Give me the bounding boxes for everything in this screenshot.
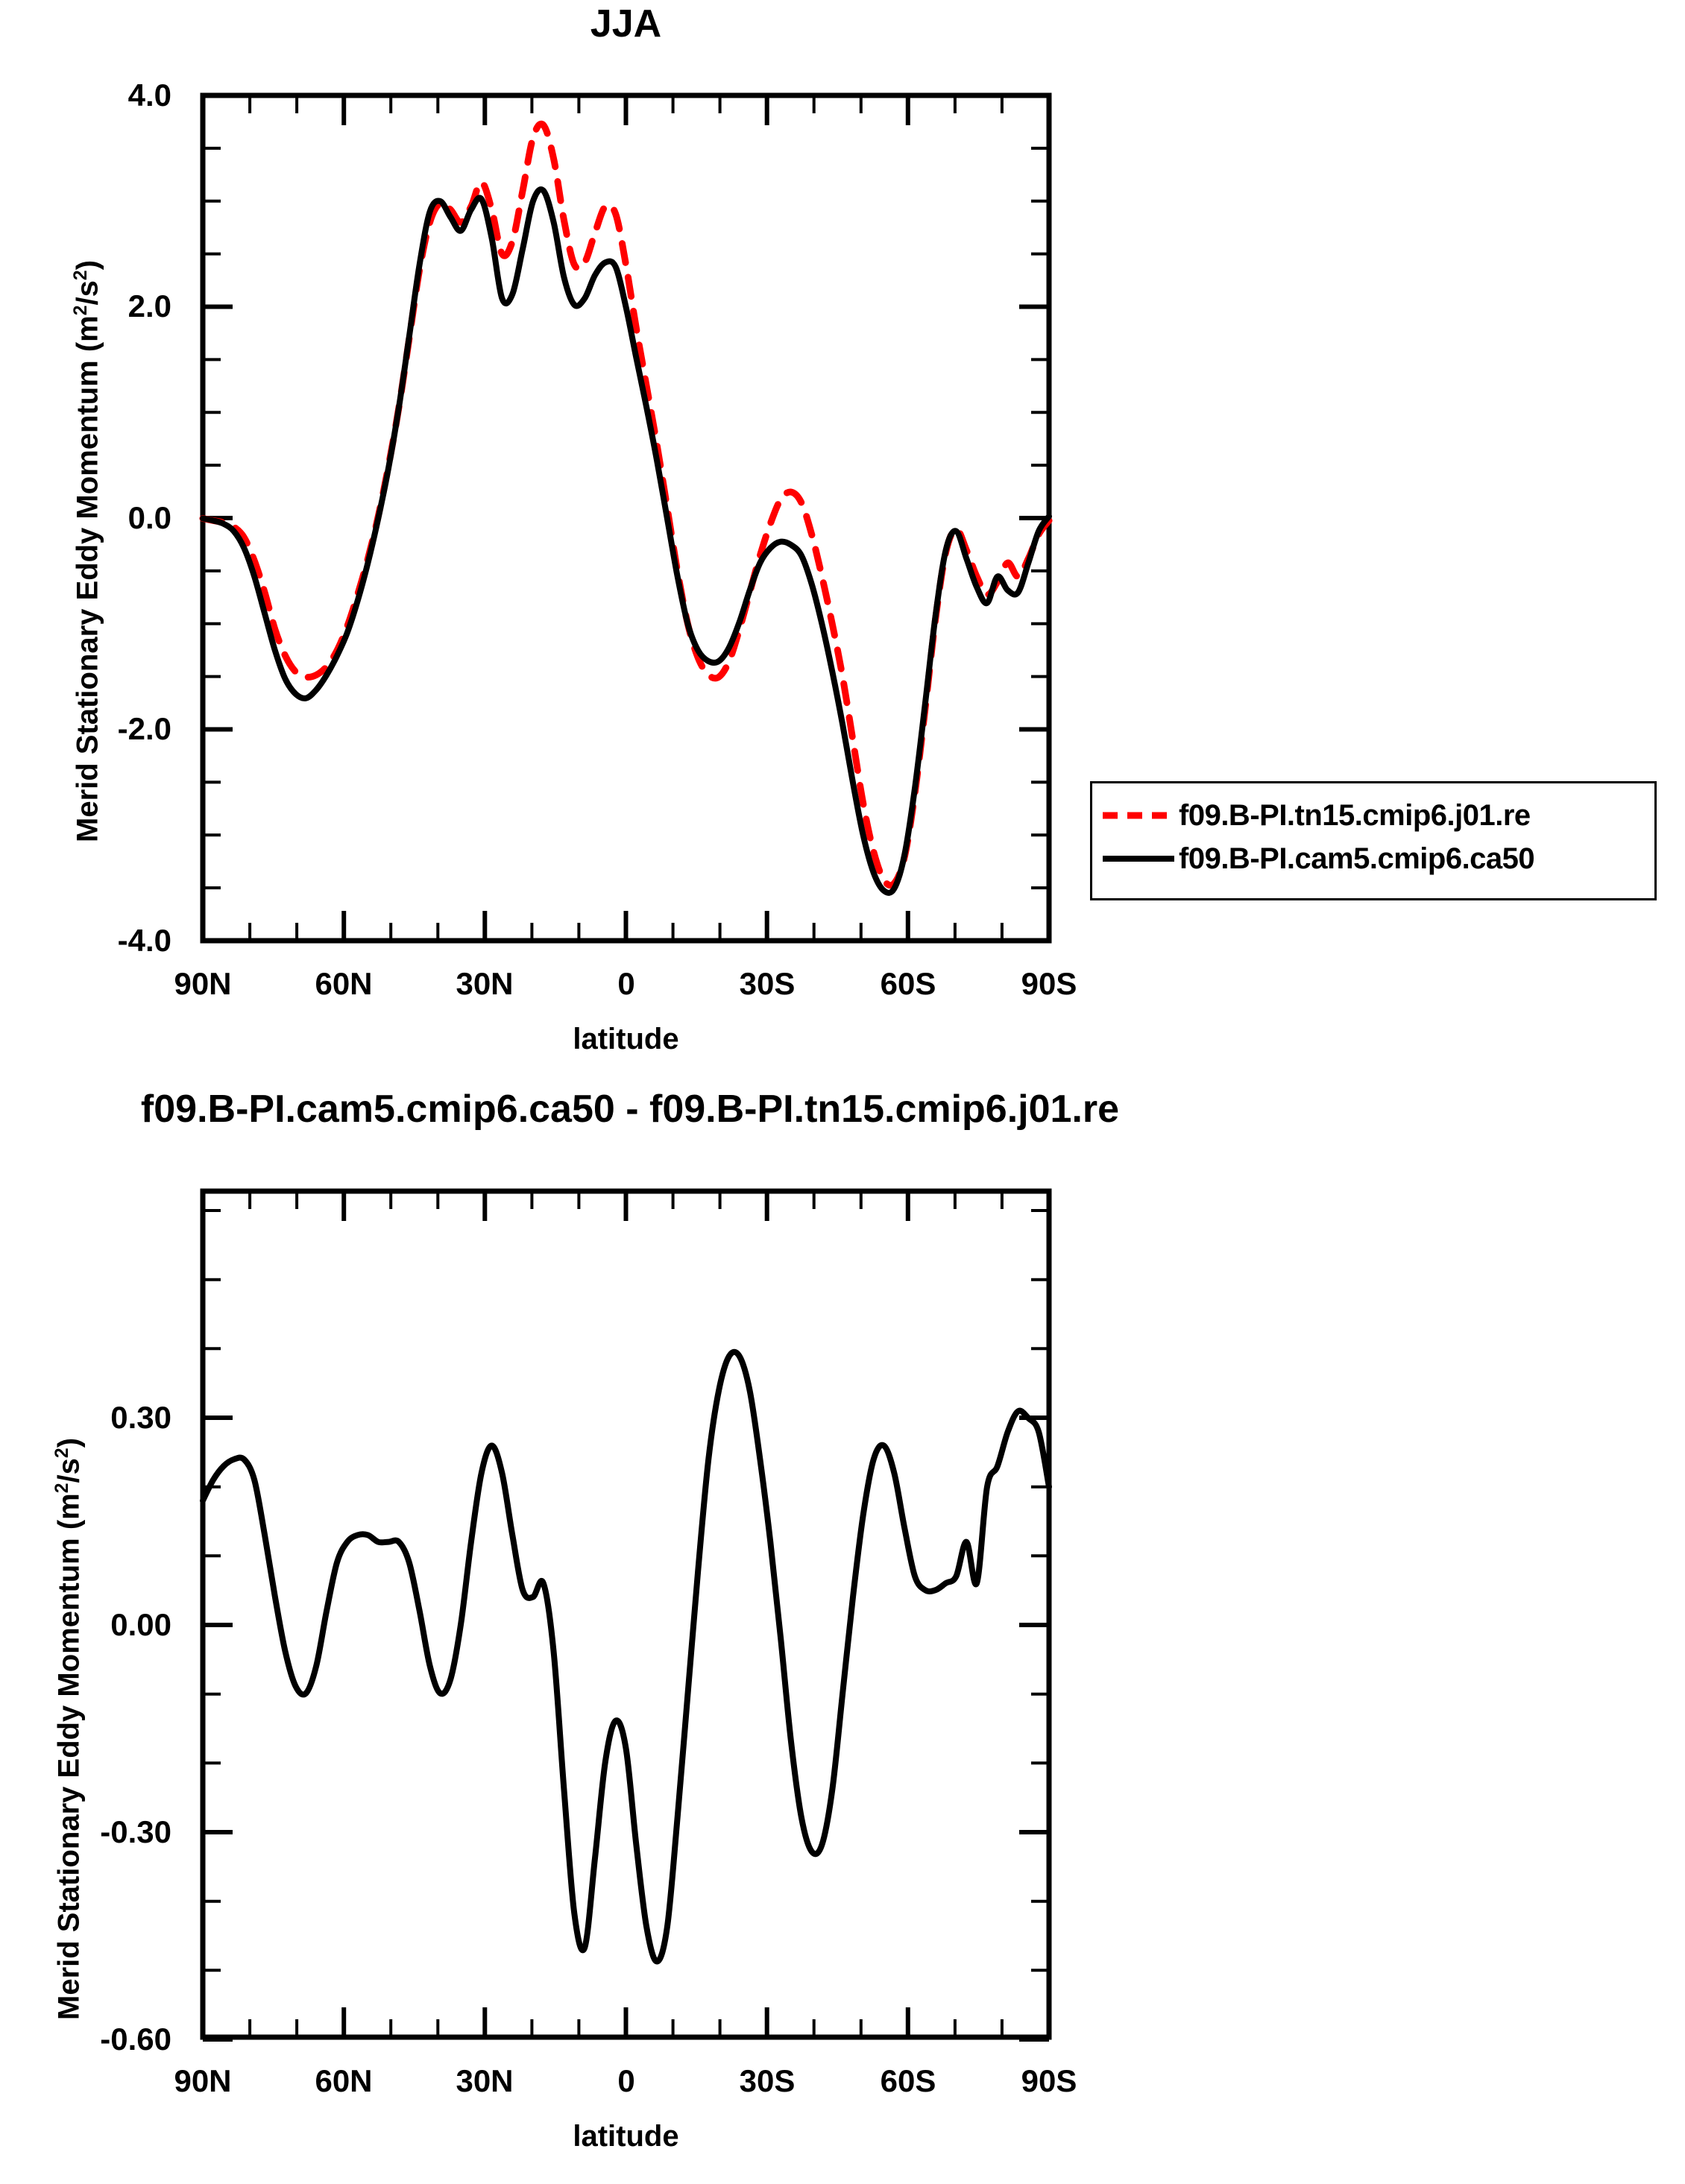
- series-line-model: [200, 186, 1052, 896]
- top-y-axis-title-sup2: 2: [71, 270, 91, 281]
- bottom-xtick-label-6: 90S: [1021, 2063, 1077, 2098]
- top-xtick-label-4: 30S: [739, 966, 796, 1001]
- bottom-y-axis-title-mid: /s: [52, 1458, 86, 1483]
- top-xtick-label-6: 90S: [1021, 966, 1077, 1001]
- bottom-ytick-label-1: 0.00: [110, 1607, 171, 1642]
- bottom-ytick-label-3: -0.60: [100, 2022, 171, 2057]
- top-panel: JJA Merid Stationary Eddy Momentum (m2/s…: [0, 0, 1685, 1073]
- bottom-xtick-label-2: 30N: [456, 2063, 514, 2098]
- series-line-reference: [199, 120, 1053, 889]
- bottom-y-axis-title-end: ): [52, 1437, 86, 1448]
- top-xtick-label-5: 60S: [880, 966, 936, 1001]
- legend-label-model: f09.B-PI.cam5.cmip6.ca50: [1179, 842, 1535, 875]
- top-xtick-label-1: 60N: [315, 966, 373, 1001]
- bottom-ytick-label-2: -0.30: [100, 1814, 171, 1849]
- legend-entry-reference[interactable]: f09.B-PI.tn15.cmip6.j01.re: [1103, 794, 1641, 837]
- legend-label-reference: f09.B-PI.tn15.cmip6.j01.re: [1179, 798, 1531, 832]
- top-panel-title: JJA: [590, 2, 662, 45]
- bottom-ytick-label-0: 0.30: [110, 1400, 171, 1435]
- bottom-y-axis-title-sup1: 2: [52, 1483, 72, 1494]
- bottom-xtick-label-5: 60S: [880, 2063, 936, 2098]
- top-xticks-minor: [248, 95, 1004, 941]
- bottom-panel-title: f09.B-PI.cam5.cmip6.ca50 - f09.B-PI.tn15…: [140, 1088, 1120, 1131]
- top-xtick-label-0: 90N: [174, 966, 232, 1001]
- top-panel-y-axis-title: Merid Stationary Eddy Momentum (m2/s2): [71, 260, 104, 842]
- legend: f09.B-PI.tn15.cmip6.j01.re f09.B-PI.cam5…: [1090, 781, 1657, 900]
- top-ytick-label-1: 2.0: [127, 288, 171, 324]
- bottom-panel: f09.B-PI.cam5.cmip6.ca50 - f09.B-PI.tn15…: [0, 1073, 1685, 2177]
- bottom-xtick-label-3: 0: [617, 2063, 635, 2098]
- top-ytick-label-0: 4.0: [127, 78, 171, 113]
- series-line-difference: [200, 1348, 1052, 1965]
- top-y-axis-title-text: Merid Stationary Eddy Momentum (m: [71, 315, 104, 842]
- bottom-panel-y-axis-title: Merid Stationary Eddy Momentum (m2/s2): [52, 1438, 86, 2020]
- bottom-xtick-label-0: 90N: [174, 2063, 232, 2098]
- top-plot-frame: [200, 92, 1052, 944]
- bottom-xtick-label-1: 60N: [315, 2063, 373, 2098]
- top-y-axis-title-end: ): [71, 259, 104, 271]
- bottom-yticks: [203, 1209, 1049, 2042]
- bottom-y-axis-title-text: Merid Stationary Eddy Momentum (m: [52, 1493, 86, 2020]
- bottom-panel-x-axis-title: latitude: [573, 2120, 679, 2153]
- bottom-xticks-minor: [248, 1191, 1004, 2037]
- bottom-y-axis-title-sup2: 2: [52, 1448, 72, 1459]
- top-xtick-label-3: 0: [617, 966, 635, 1001]
- bottom-plot-frame: [200, 1188, 1052, 2040]
- top-ytick-label-3: -2.0: [117, 711, 171, 746]
- bottom-xtick-label-4: 30S: [739, 2063, 796, 2098]
- top-xtick-label-2: 30N: [456, 966, 514, 1001]
- bottom-xticks-major: [201, 1191, 1051, 2037]
- legend-entry-model[interactable]: f09.B-PI.cam5.cmip6.ca50: [1103, 837, 1641, 880]
- top-panel-x-axis-title: latitude: [573, 1023, 679, 1055]
- bottom-panel-plot-area: [200, 1188, 1052, 2042]
- top-ytick-label-2: 0.0: [127, 500, 171, 535]
- top-xticks-major: [201, 95, 1051, 941]
- top-ytick-label-4: -4.0: [117, 923, 171, 958]
- top-yticks: [203, 93, 1049, 943]
- top-panel-plot-area: [199, 92, 1053, 944]
